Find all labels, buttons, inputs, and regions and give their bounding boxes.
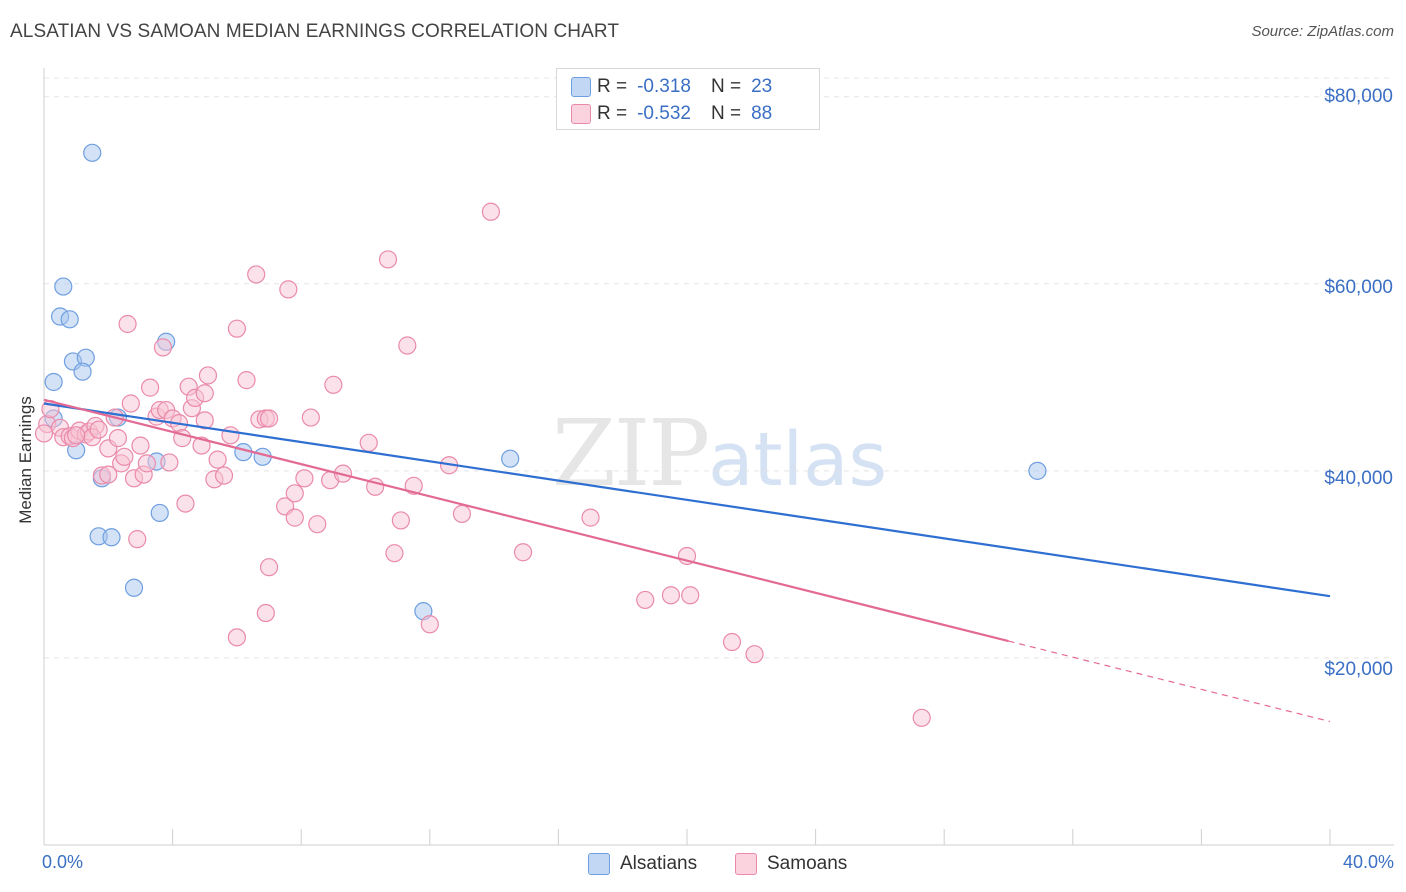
watermark: ZIPatlas xyxy=(552,400,887,507)
legend-row-alsatians: R = -0.318 N = 23 xyxy=(571,75,773,99)
point-alsatians xyxy=(150,503,169,523)
point-alsatians xyxy=(1028,461,1047,480)
x-tick-label-max: 40.0% xyxy=(1342,852,1394,872)
point-samoans xyxy=(153,338,173,357)
point-alsatians xyxy=(83,143,102,162)
point-samoans xyxy=(256,603,275,623)
point-samoans xyxy=(67,426,86,445)
legend-n-label: N = xyxy=(710,103,742,124)
point-samoans xyxy=(108,429,128,448)
point-samoans xyxy=(324,375,343,394)
bottom-legend-label-samoans: Samoans xyxy=(767,853,848,874)
point-samoans xyxy=(176,494,195,513)
point-samoans xyxy=(279,280,298,299)
point-alsatians xyxy=(102,528,121,547)
legend: R = -0.318 N = 23 R = -0.532 N = 88 xyxy=(556,68,820,130)
legend-n-label: N = xyxy=(710,76,742,97)
point-samoans xyxy=(295,469,314,488)
chart-source: Source: ZipAtlas.com xyxy=(1251,23,1394,40)
point-samoans xyxy=(227,628,246,647)
point-samoans xyxy=(385,544,404,563)
point-samoans xyxy=(259,558,279,577)
point-samoans xyxy=(308,515,327,534)
point-samoans xyxy=(137,454,156,473)
point-samoans xyxy=(118,314,137,334)
point-samoans xyxy=(452,504,472,523)
point-samoans xyxy=(214,466,234,485)
point-samoans xyxy=(285,484,304,503)
point-samoans xyxy=(398,336,417,355)
chart-title: ALSATIAN VS SAMOAN MEDIAN EARNINGS CORRE… xyxy=(10,21,620,42)
point-samoans xyxy=(128,530,147,549)
point-samoans xyxy=(195,411,214,430)
legend-n-value: 88 xyxy=(751,103,773,124)
bottom-legend-swatch-alsatians xyxy=(588,853,610,875)
point-samoans xyxy=(115,447,134,466)
point-samoans xyxy=(89,420,108,439)
x-tick-label-min: 0.0% xyxy=(42,852,84,872)
legend-r-label: R = xyxy=(597,76,628,97)
point-samoans xyxy=(131,436,150,455)
point-samoans xyxy=(208,450,227,469)
trend-line-alsatians xyxy=(43,402,1331,598)
point-samoans xyxy=(481,202,500,221)
y-tick-label: $80,000 xyxy=(1324,86,1393,107)
trend-line-samoans xyxy=(43,398,1009,643)
legend-r-label: R = xyxy=(597,103,628,124)
point-samoans xyxy=(121,394,140,413)
legend-r-value: -0.532 xyxy=(637,103,691,124)
watermark-zip: ZIP xyxy=(552,400,710,507)
point-samoans xyxy=(359,433,378,452)
point-samoans xyxy=(581,508,600,527)
point-alsatians xyxy=(73,362,92,381)
point-samoans xyxy=(198,366,218,385)
point-samoans xyxy=(912,708,931,727)
point-samoans xyxy=(391,511,410,530)
legend-swatch-samoans xyxy=(571,104,591,124)
point-alsatians xyxy=(124,578,144,597)
bottom-legend-alsatians: Alsatians xyxy=(588,852,697,876)
y-tick-label: $40,000 xyxy=(1324,468,1393,489)
point-samoans xyxy=(722,632,742,652)
point-samoans xyxy=(259,409,279,428)
trend-line-dashed-samoans xyxy=(1008,640,1331,723)
point-samoans xyxy=(661,586,681,605)
point-alsatians xyxy=(60,310,79,329)
point-samoans xyxy=(227,319,246,338)
point-samoans xyxy=(285,508,304,527)
point-samoans xyxy=(99,465,118,484)
point-samoans xyxy=(140,378,160,397)
bottom-legend-samoans: Samoans xyxy=(735,852,847,876)
point-samoans xyxy=(681,586,700,605)
point-samoans xyxy=(237,371,256,390)
point-samoans xyxy=(34,424,54,443)
point-samoans xyxy=(301,408,320,427)
point-samoans xyxy=(378,250,398,269)
point-samoans xyxy=(745,645,764,664)
legend-n-value: 23 xyxy=(751,76,773,97)
point-alsatians xyxy=(54,277,73,296)
watermark-atlas: atlas xyxy=(708,417,887,503)
point-samoans xyxy=(420,615,439,634)
point-samoans xyxy=(160,453,179,472)
bottom-legend-swatch-samoans xyxy=(735,853,757,875)
point-alsatians xyxy=(44,372,63,392)
bottom-legend-label-alsatians: Alsatians xyxy=(620,853,698,874)
y-tick-label: $20,000 xyxy=(1324,659,1393,680)
point-alsatians xyxy=(501,449,520,468)
legend-row-samoans: R = -0.532 N = 88 xyxy=(571,102,773,126)
point-samoans xyxy=(247,265,266,284)
point-samoans xyxy=(221,426,240,445)
legend-swatch-alsatians xyxy=(571,77,591,97)
legend-r-value: -0.318 xyxy=(637,76,691,97)
point-samoans xyxy=(404,476,423,495)
point-samoans xyxy=(513,543,533,562)
point-samoans xyxy=(195,384,214,403)
point-samoans xyxy=(636,590,655,610)
y-tick-label: $60,000 xyxy=(1324,277,1393,298)
